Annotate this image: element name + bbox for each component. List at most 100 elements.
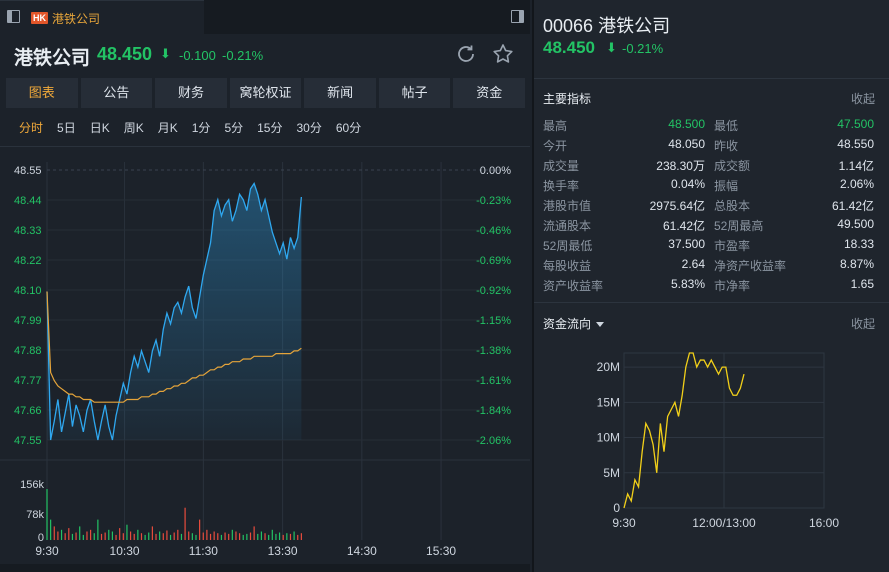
star-icon[interactable] bbox=[491, 42, 515, 66]
metric-row: 每股收益 2.64 净资产收益率 8.87% bbox=[543, 254, 877, 274]
tab-chart[interactable]: 图表 bbox=[6, 78, 78, 108]
volume-bar bbox=[195, 534, 197, 540]
period-tabs: 分时 5日 日K 周K 月K 1分 5分 15分 30分 60分 bbox=[12, 118, 368, 138]
tab-stock[interactable]: HK 港铁公司 bbox=[0, 0, 204, 34]
y-tick-label: 47.77 bbox=[14, 375, 42, 387]
volume-bar bbox=[249, 532, 252, 540]
metric-value: 0.04% bbox=[670, 177, 705, 191]
pct-tick-label: -2.06% bbox=[476, 435, 511, 447]
stock-code-name: 00066 港铁公司 bbox=[543, 12, 670, 38]
metrics-title: 主要指标 bbox=[543, 92, 592, 106]
tab-warrants[interactable]: 窝轮权证 bbox=[229, 78, 302, 108]
volume-bar bbox=[268, 534, 270, 540]
metric-row: 52周最低 37.500 市盈率 18.33 bbox=[543, 234, 877, 254]
volume-bar bbox=[97, 519, 99, 540]
metrics-collapse-button[interactable]: 收起 bbox=[850, 92, 875, 106]
volume-bar bbox=[300, 533, 302, 540]
metric-value: 2.06% bbox=[839, 177, 874, 191]
volume-bar bbox=[228, 533, 230, 540]
tab-capital[interactable]: 资金 bbox=[453, 78, 526, 108]
y-tick-label: 47.99 bbox=[14, 315, 42, 327]
volume-bar bbox=[209, 533, 212, 540]
metric-label: 成交额 bbox=[714, 159, 751, 173]
x-tick-label: 10:30 bbox=[110, 544, 140, 558]
volume-bar bbox=[93, 533, 95, 540]
metric-label: 52周最高 bbox=[714, 219, 764, 233]
volume-bar bbox=[202, 532, 204, 540]
pct-tick-label: -1.61% bbox=[476, 375, 511, 387]
pct-tick-label: -0.46% bbox=[476, 225, 511, 237]
down-arrow-icon: ⬇ bbox=[160, 46, 171, 61]
period-weekly[interactable]: 周K bbox=[123, 121, 144, 135]
volume-bar bbox=[199, 519, 201, 540]
tab-posts[interactable]: 帖子 bbox=[378, 78, 451, 108]
metric-value: 61.42亿 bbox=[831, 199, 874, 213]
metric-label: 最低 bbox=[714, 119, 739, 133]
volume-bar bbox=[104, 532, 106, 540]
metric-value: 2.64 bbox=[681, 257, 705, 271]
metric-label: 成交量 bbox=[543, 159, 580, 173]
capital-flow-dropdown[interactable]: 资金流向 bbox=[543, 315, 605, 332]
volume-bar bbox=[108, 529, 110, 540]
period-60min[interactable]: 60分 bbox=[335, 121, 362, 135]
volume-bar bbox=[166, 530, 168, 540]
caret-down-icon bbox=[596, 322, 605, 328]
tab-bar: HK 港铁公司 bbox=[0, 0, 530, 34]
average-line bbox=[46, 291, 302, 403]
y-tick-label: 48.44 bbox=[14, 195, 42, 207]
volume-bar bbox=[82, 534, 84, 540]
flow-collapse-button[interactable]: 收起 bbox=[850, 317, 875, 331]
volume-bar bbox=[86, 531, 88, 540]
volume-bar bbox=[275, 533, 277, 540]
y-tick-label: 48.22 bbox=[14, 255, 42, 267]
volume-bar bbox=[173, 532, 175, 540]
metric-row: 换手率 0.04% 振幅 2.06% bbox=[543, 174, 877, 194]
y-tick-label: 47.66 bbox=[14, 405, 42, 417]
volume-bar bbox=[57, 531, 59, 540]
volume-bar bbox=[162, 533, 164, 540]
y-tick-label: 48.55 bbox=[14, 165, 42, 177]
price-change: -0.100 bbox=[179, 48, 216, 63]
capital-flow-chart[interactable]: 20M 15M 10M 5M 09:30 12:00/13:00 16:00 bbox=[534, 345, 889, 545]
volume-bar bbox=[177, 529, 179, 540]
tab-financials[interactable]: 财务 bbox=[155, 78, 227, 108]
function-tabs: 图表 公告 财务 窝轮权证 新闻 帖子 资金 bbox=[6, 78, 526, 108]
volume-bar bbox=[235, 531, 237, 540]
intraday-chart[interactable]: 48.55 0.00% 48.44 -0.23% 48.33 -0.46% 48.22 -0.… bbox=[0, 147, 530, 565]
period-monthly[interactable]: 月K bbox=[157, 121, 178, 135]
tab-label: 港铁公司 bbox=[52, 12, 101, 26]
price-change-percent: -0.21% bbox=[222, 48, 264, 63]
right-panel-icon[interactable] bbox=[511, 10, 524, 23]
metric-row: 流通股本 61.42亿 52周最高 49.500 bbox=[543, 214, 877, 234]
y-tick-label: 5M bbox=[603, 466, 620, 480]
period-30min[interactable]: 30分 bbox=[296, 121, 322, 135]
metric-label: 港股市值 bbox=[543, 199, 592, 213]
volume-bar bbox=[169, 534, 172, 540]
period-1min[interactable]: 1分 bbox=[191, 121, 211, 135]
price-line bbox=[46, 182, 303, 441]
period-intraday[interactable]: 分时 bbox=[19, 121, 44, 135]
period-5min[interactable]: 5分 bbox=[224, 121, 244, 135]
metric-label: 最高 bbox=[543, 119, 568, 133]
tab-news[interactable]: 新闻 bbox=[304, 78, 376, 108]
tab-announcements[interactable]: 公告 bbox=[80, 78, 153, 108]
period-15min[interactable]: 15分 bbox=[257, 121, 283, 135]
period-daily[interactable]: 日K bbox=[89, 121, 110, 135]
volume-bar bbox=[213, 531, 215, 540]
period-5day[interactable]: 5日 bbox=[57, 121, 76, 135]
refresh-icon[interactable] bbox=[455, 43, 477, 65]
metric-row: 港股市值 2975.64亿 总股本 61.42亿 bbox=[543, 194, 877, 214]
volume-bar bbox=[100, 533, 103, 540]
volume-bar bbox=[224, 532, 226, 540]
metric-label: 净资产收益率 bbox=[714, 259, 787, 273]
left-panel-icon[interactable] bbox=[7, 10, 20, 23]
volume-bar bbox=[286, 533, 288, 540]
volume-bar bbox=[90, 529, 92, 540]
metric-label: 换手率 bbox=[543, 179, 580, 193]
metric-label: 流通股本 bbox=[543, 219, 592, 233]
intraday-chart-area[interactable]: 48.55 0.00% 48.44 -0.23% 48.33 -0.46% 48.22 -0.… bbox=[0, 146, 530, 572]
metric-label: 52周最低 bbox=[543, 239, 593, 253]
metric-value: 47.500 bbox=[837, 117, 874, 131]
volume-bar bbox=[253, 526, 255, 540]
stock-name-right: 港铁公司 bbox=[598, 16, 671, 36]
